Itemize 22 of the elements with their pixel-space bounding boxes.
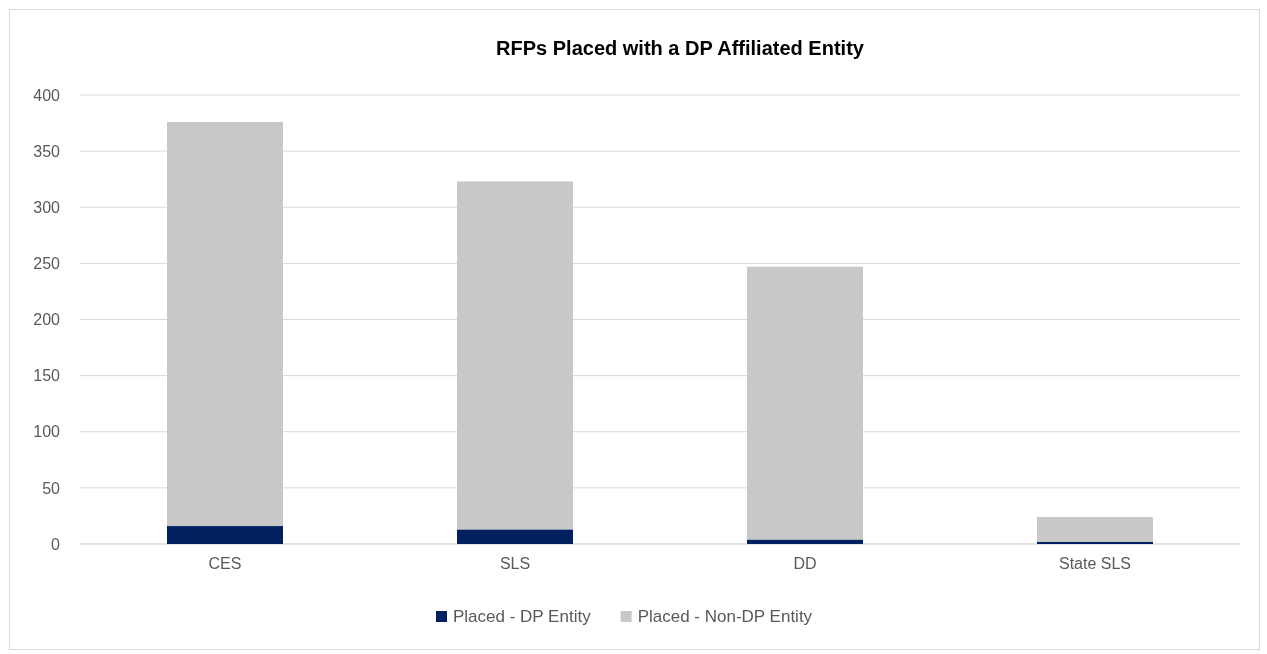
- bar: [1037, 517, 1153, 542]
- y-tick-label: 250: [33, 254, 61, 272]
- y-tick-label: 0: [51, 535, 61, 553]
- y-tick-label: 50: [42, 479, 61, 497]
- chart-title: RFPs Placed with a DP Affiliated Entity: [496, 37, 865, 59]
- y-tick-label: 200: [33, 311, 61, 329]
- y-tick-label: 400: [33, 86, 61, 104]
- x-tick-label: DD: [793, 555, 817, 573]
- bar: [457, 529, 573, 544]
- x-tick-label: CES: [208, 555, 242, 573]
- bar: [747, 266, 863, 540]
- y-tick-label: 300: [33, 198, 61, 216]
- legend-label: Placed - Non-DP Entity: [637, 607, 813, 626]
- x-tick-label: State SLS: [1058, 555, 1132, 573]
- bar: [167, 121, 283, 527]
- bar: [167, 526, 283, 544]
- x-tick-label: SLS: [499, 555, 531, 573]
- bar: [457, 181, 573, 530]
- y-tick-label: 150: [33, 367, 61, 385]
- legend-label: Placed - DP Entity: [453, 607, 592, 626]
- y-tick-label: 100: [33, 423, 61, 441]
- y-tick-label: 350: [33, 142, 61, 160]
